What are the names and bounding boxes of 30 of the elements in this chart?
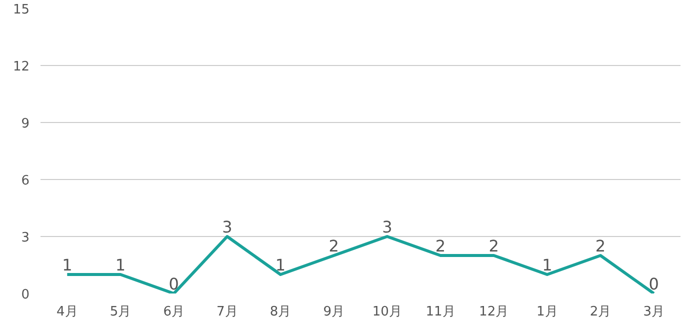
data-label: 1 [62,256,72,274]
x-tick-label: 11月 [426,304,456,320]
y-tick-label: 3 [21,230,30,246]
x-tick-label: 5月 [110,304,132,320]
x-tick-label: 1月 [536,304,558,320]
x-tick-label: 2月 [590,304,612,320]
data-label: 1 [275,256,286,274]
x-tick-label: 9月 [323,304,344,320]
x-tick-label: 6月 [163,304,184,320]
x-tick-label: 3月 [643,304,664,320]
data-label: 2 [435,236,446,256]
x-tick-label: 4月 [56,304,78,320]
data-label: 2 [595,236,606,256]
data-label: 3 [222,218,232,236]
y-tick-label: 15 [12,2,30,18]
x-tick-label: 12月 [479,304,509,320]
data-label: 1 [115,256,126,274]
data-label: 2 [328,236,339,256]
y-tick-label: 6 [21,174,30,188]
y-tick-label: 9 [21,116,30,132]
data-label: 0 [648,274,659,294]
y-tick-label: 0 [21,288,30,302]
data-label: 0 [168,274,179,294]
x-tick-label: 8月 [270,304,292,320]
y-tick-label: 12 [12,60,30,74]
data-label: 3 [382,218,392,236]
x-tick-label: 7月 [216,304,238,320]
data-label: 2 [488,236,499,256]
x-tick-label: 10月 [372,304,402,320]
data-label: 1 [542,256,552,274]
